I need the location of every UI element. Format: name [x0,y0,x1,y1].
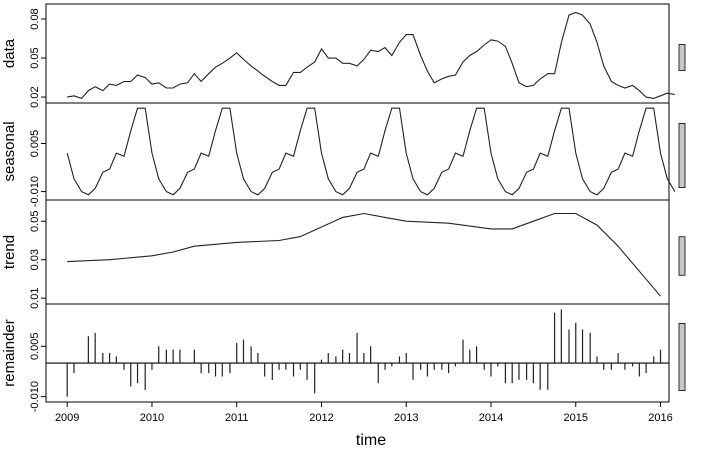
panel-frame [45,199,670,305]
scale-bar [678,123,686,188]
x-tick-label: 2011 [225,412,249,424]
x-tick-label: 2012 [309,412,333,424]
y-axis-title: remainder [1,319,18,387]
series-line [67,212,661,297]
panel-frame [45,3,670,104]
x-axis-title: time [356,432,386,449]
y-tick-label: 0.01 [29,287,41,308]
y-tick-label: 0.08 [29,8,41,29]
x-tick-label: 2009 [55,412,79,424]
panel-trend: 0.01 0.03 0.05 trend [1,199,686,309]
y-tick-label: 0.005 [29,333,41,361]
x-tick-label: 2016 [648,412,672,424]
y-tick-label: 0.03 [29,249,41,270]
scale-bar [678,236,686,276]
y-tick-label: 0.005 [29,130,41,158]
y-tick-label: 0.02 [29,86,41,107]
y-tick-label: -0.010 [29,176,41,207]
y-axis-title: seasonal [1,121,18,181]
y-tick-label: -0.010 [29,381,41,412]
panel-seasonal: -0.010 0.005 seasonal [1,102,686,207]
x-tick-label: 2013 [394,412,418,424]
y-axis-title: trend [1,235,18,269]
x-tick-label: 2010 [140,412,164,424]
y-tick-label: 0.05 [29,211,41,232]
scale-bar [678,44,686,71]
series-line [66,107,676,196]
panel-remainder: -0.010 0.005 remainder [1,303,686,412]
x-tick-label: 2015 [564,412,588,424]
scale-bar [678,323,686,391]
panel-data: 0.02 0.05 0.08 data [1,3,686,108]
series-line [67,11,675,100]
x-axis: 2009 2010 2011 2012 2013 2014 2015 2016 [55,402,673,424]
y-axis-title: data [1,38,18,68]
panel-frame [45,303,670,403]
y-tick-label: 0.05 [29,47,41,68]
panels: 0.020.050.08data-0.0100.005seasonal0.010… [1,3,686,412]
x-tick-label: 2014 [479,412,503,424]
